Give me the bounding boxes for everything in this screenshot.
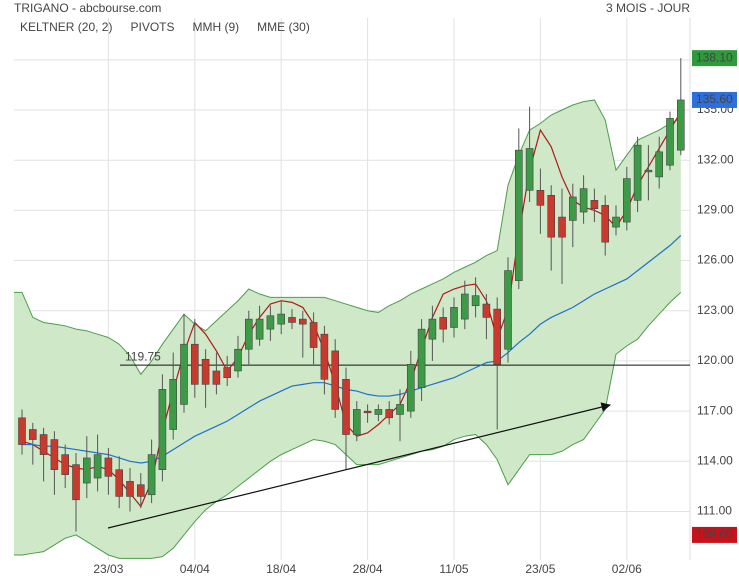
candle-body: [169, 379, 177, 430]
keltner-fill: [14, 99, 681, 559]
candle-body: [18, 417, 26, 445]
candle-body: [460, 293, 469, 320]
candle-body: [590, 200, 599, 210]
candle-body: [309, 322, 318, 348]
candle-body: [212, 370, 221, 385]
candle-body: [158, 389, 167, 470]
candle-body: [266, 315, 275, 330]
candle-body: [428, 318, 437, 340]
candle-body: [547, 195, 556, 238]
text-layer: TRIGANO - abcbourse.com 3 MOIS - JOUR 11…: [14, 1, 737, 576]
candle-body: [126, 481, 134, 497]
candle-body: [406, 363, 415, 412]
candle-body: [223, 367, 231, 378]
y-tick-label: 120.00: [697, 353, 734, 367]
y-tick-label: 111.00: [697, 504, 732, 518]
price-badge-label: 135.60: [696, 92, 733, 106]
x-tick-label: 23/03: [93, 562, 123, 576]
candle-body: [644, 169, 653, 173]
candle-body: [612, 216, 620, 228]
candle-body: [234, 348, 242, 372]
y-tick-label: 123.00: [697, 303, 734, 317]
candle-body: [482, 303, 491, 318]
x-tick-label: 11/05: [439, 562, 468, 576]
candle-body: [147, 454, 156, 496]
candle-body: [298, 318, 307, 325]
candle-body: [180, 343, 188, 405]
candle-body: [525, 148, 534, 191]
candle-body: [104, 457, 113, 477]
y-tick-label: 132.00: [697, 152, 734, 166]
legend-entry: MME (30): [257, 20, 310, 34]
y-tick-label: 126.00: [697, 253, 734, 267]
candle-body: [72, 464, 80, 501]
candle-body: [93, 454, 102, 479]
candle-body: [396, 404, 404, 415]
price-badge-label: 109.60: [696, 527, 733, 541]
x-tick-label: 28/04: [353, 562, 383, 576]
legend-entry: MMH (9): [193, 20, 240, 34]
candle-body: [245, 318, 253, 350]
candle-body: [439, 317, 448, 330]
y-tick-label: 114.00: [697, 453, 733, 467]
candle-body: [331, 350, 340, 410]
candle-body: [493, 308, 502, 365]
candle-body: [352, 409, 361, 435]
candle-body: [504, 270, 512, 350]
candle-body: [676, 99, 685, 151]
keltner-upper: [14, 99, 682, 376]
candle-body: [288, 317, 296, 323]
candle-body: [471, 295, 480, 307]
candle-body: [201, 358, 210, 385]
candle-body: [568, 196, 577, 221]
candle-body: [450, 307, 458, 328]
ma-line: [22, 235, 682, 464]
candle-body: [417, 328, 426, 388]
candle-body: [137, 484, 145, 497]
candle-body: [28, 429, 37, 440]
candle-body: [536, 190, 545, 206]
price-badge-label: 138.10: [696, 50, 733, 64]
candle-body: [655, 151, 664, 178]
candle-body: [83, 457, 91, 484]
price-badge: [692, 526, 737, 543]
candle-body: [61, 454, 70, 475]
candle-body: [385, 409, 394, 419]
x-tick-label: 02/06: [612, 562, 642, 576]
price-badge: [692, 91, 737, 108]
y-tick-label: 117.00: [697, 403, 733, 417]
candle-body: [320, 333, 329, 380]
candle-body: [666, 118, 674, 166]
candle-body: [622, 178, 631, 223]
x-tick-label: 18/04: [266, 562, 296, 576]
pivot-label: 119.75: [125, 349, 161, 363]
candle-body: [277, 313, 286, 325]
chart-title: TRIGANO - abcbourse.com: [14, 1, 161, 15]
legend-entry: PIVOTS: [130, 20, 174, 34]
candles-layer: [18, 58, 685, 532]
trend-line: [107, 402, 611, 529]
candle-body: [514, 149, 523, 281]
candle-body: [558, 216, 566, 238]
candle-body: [342, 379, 350, 435]
candle-body: [601, 205, 610, 243]
x-tick-label: 04/04: [180, 562, 210, 576]
candle-body: [255, 318, 264, 340]
candle-body: [191, 343, 199, 385]
chart-subtitle: 3 MOIS - JOUR: [606, 1, 690, 15]
candle-body: [363, 410, 372, 414]
x-tick-label: 23/05: [525, 562, 555, 576]
candle-body: [633, 144, 642, 201]
y-tick-label: 129.00: [697, 203, 734, 217]
legend-entry: KELTNER (20, 2): [20, 20, 112, 34]
price-badge: [692, 50, 737, 67]
candle-body: [374, 409, 383, 415]
candle-body: [579, 188, 588, 213]
candle-body: [39, 434, 48, 455]
candle-body: [50, 439, 59, 470]
candle-body: [115, 469, 123, 497]
